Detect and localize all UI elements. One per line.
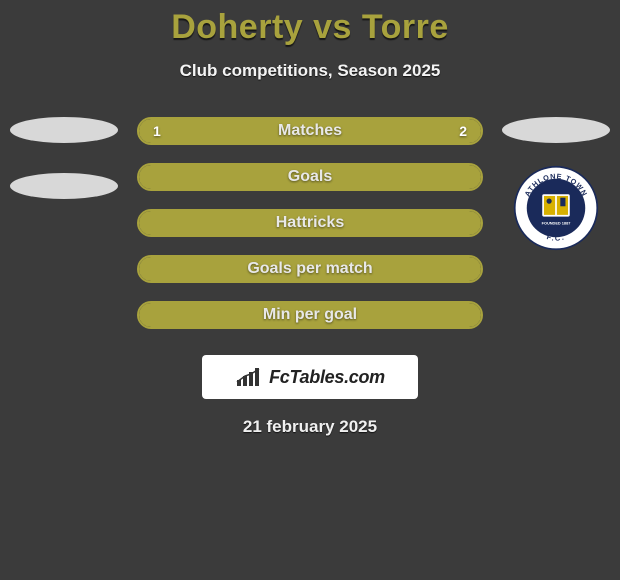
stat-bar-min-per-goal: Min per goal [137,301,483,329]
stat-bars: 1 Matches 2 Goals Hattricks Goals per ma… [137,117,483,329]
svg-text:F.C.: F.C. [546,232,567,243]
crest-text-bottom: F.C. [546,232,567,243]
stat-label: Hattricks [276,214,344,232]
player-left-photo-placeholder [10,117,118,143]
stat-bar-goals-per-match: Goals per match [137,255,483,283]
comparison-panel: 1 Matches 2 Goals Hattricks Goals per ma… [0,117,620,329]
stat-label: Goals per match [247,260,372,278]
stat-value-left: 1 [153,123,161,139]
stat-label: Matches [278,122,342,140]
stat-label: Goals [288,168,332,186]
stat-bar-goals: Goals [137,163,483,191]
branding-text: FcTables.com [269,367,385,388]
stat-value-right: 2 [459,123,467,139]
chart-icon [235,366,263,388]
branding-box: FcTables.com [202,355,418,399]
stat-bar-hattricks: Hattricks [137,209,483,237]
left-column [9,117,119,199]
player-left-club-placeholder [10,173,118,199]
stat-label: Min per goal [263,306,357,324]
page-title: Doherty vs Torre [0,8,620,47]
right-column: ATHLONE TOWN F.C. FOUNDED 1887 [501,117,611,251]
footer-date: 21 february 2025 [0,417,620,437]
stat-bar-matches: 1 Matches 2 [137,117,483,145]
crest-founded: FOUNDED 1887 [542,220,571,225]
page-subtitle: Club competitions, Season 2025 [0,61,620,81]
club-crest-athlone: ATHLONE TOWN F.C. FOUNDED 1887 [506,165,606,251]
player-right-photo-placeholder [502,117,610,143]
root: Doherty vs Torre Club competitions, Seas… [0,0,620,437]
